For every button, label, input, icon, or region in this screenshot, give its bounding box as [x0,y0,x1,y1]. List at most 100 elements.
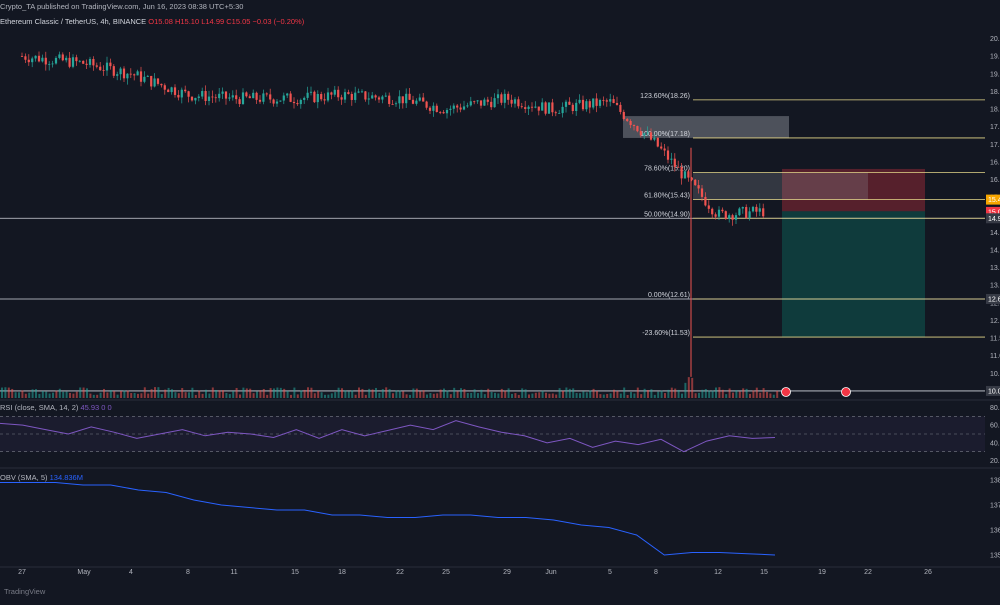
candle-body [398,96,401,104]
volume-bar [154,387,156,398]
y-tick-12: 14.00 [990,248,1000,255]
candle-body [748,211,751,218]
candle-body [503,93,506,103]
candle-body [595,98,598,106]
candle-body [500,94,503,103]
y-tick-16: 12.00 [990,318,1000,325]
candle-body [58,54,61,58]
candle-body [343,92,347,100]
volume-bar [572,388,575,398]
price-tag-2 [986,213,1000,224]
price-tag-label-1: 15.0 [988,209,1000,216]
volume-bar [375,387,377,398]
volume-bar [215,389,218,398]
volume-bar [613,389,615,398]
volume-bar [405,394,408,398]
volume-bar [249,388,252,398]
volume-bar [456,391,459,398]
candle-body [146,75,149,77]
volume-bar [517,394,520,398]
candle-body [27,59,30,63]
volume-bar [283,388,286,398]
candle-body [248,96,251,99]
candle-body [731,215,734,220]
candle-body [479,100,483,106]
candle-body [483,99,486,106]
volume-bar [174,392,177,398]
candle-body [646,132,649,134]
x-tick-3: 8 [186,569,190,576]
candle-body [564,101,568,107]
x-tick-17: 26 [924,569,932,576]
candle-body [337,89,340,98]
candle-body [588,101,591,108]
candle-body [493,98,496,108]
volume-bar [303,389,306,398]
volume-bar [279,387,282,398]
volume-bar [732,392,734,398]
y-tick-1: 19.50 [990,54,1000,61]
obv-value: 134.836M [49,473,83,482]
candle-body [568,101,571,105]
candle-body [432,105,435,111]
candle-body [116,74,119,76]
candle-body [384,95,387,97]
candle-body [20,56,24,57]
volume-bar [317,390,320,398]
volume-bar [273,388,275,398]
candle-body [534,106,537,108]
volume-bar [429,393,432,398]
volume-bar [126,390,129,398]
candle-body [241,92,245,105]
volume-bar [701,389,704,398]
candle-body [435,105,438,112]
candle-body [755,206,758,212]
volume-bar [378,392,381,398]
candle-body [95,65,98,67]
volume-bar [528,394,530,398]
candle-body [150,75,153,87]
candle-body [102,70,105,71]
volume-bar [320,392,323,398]
volume-bar [354,394,357,398]
price-tag-3 [986,293,1000,304]
volume-bar [742,388,745,398]
candle-body [486,99,489,102]
candle-body [541,102,544,111]
event-flag-icon-0 [781,387,791,397]
candle-body [37,55,41,62]
volume-bar [31,389,34,398]
volume-bar [358,387,360,398]
fib-label-2: 78.60%(16.20) [644,165,690,172]
candle-body [728,215,731,219]
volume-bar [626,394,629,398]
volume-bar [92,394,95,398]
volume-bar [636,387,639,398]
volume-bar [766,391,768,398]
volume-bar [694,393,697,398]
volume-bar [494,392,496,398]
candle-body [571,104,574,112]
volume-bar [225,392,228,398]
volume-bar [684,382,687,398]
volume-bar [82,387,85,398]
volume-bar [242,387,245,398]
candle-body [320,94,323,100]
volume-bar [558,388,561,398]
obv-label: OBV (SMA, 5) [0,473,48,482]
volume-bar [347,391,350,398]
volume-bar [446,390,449,398]
volume-bar [453,387,456,398]
candle-body [309,91,313,93]
candle-body [711,208,714,215]
volume-bar [11,388,14,398]
volume-bar [426,394,428,398]
volume-bar [256,391,258,398]
volume-bar [409,394,411,398]
candle-body [758,208,761,212]
volume-bar [691,377,694,398]
volume-bar [436,393,439,398]
candle-body [724,211,727,219]
